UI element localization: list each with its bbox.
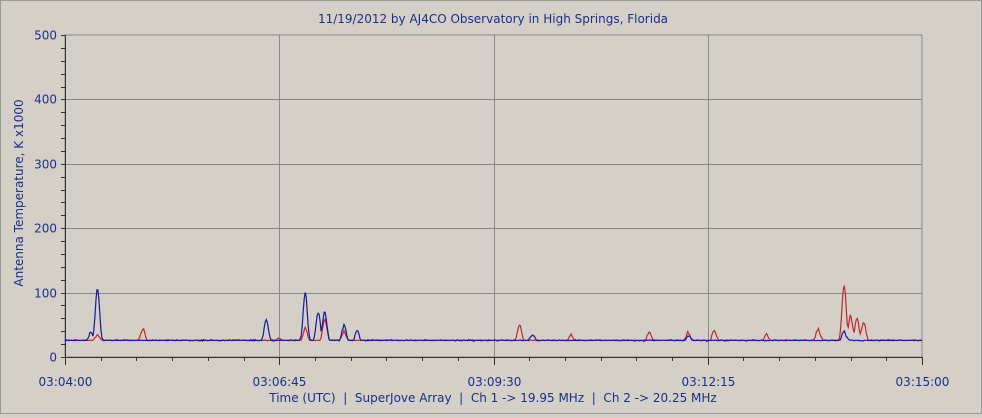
series-line-ch2	[64, 289, 923, 343]
chart-title: 11/19/2012 by AJ4CO Observatory in High …	[318, 12, 668, 26]
x-tick-label: 03:15:00	[896, 375, 950, 389]
x-tick-label: 03:04:00	[39, 375, 93, 389]
y-tick-label: 400	[34, 93, 57, 107]
x-axis-label: Time (UTC) | SuperJove Array | Ch 1 -> 1…	[268, 391, 716, 405]
plot-area	[64, 34, 923, 358]
x-tick-label: 03:06:45	[253, 375, 307, 389]
labels: 11/19/2012 by AJ4CO Observatory in High …	[12, 12, 949, 405]
axes	[65, 35, 923, 365]
y-tick-label: 100	[34, 287, 57, 301]
x-tick-label: 03:12:15	[682, 375, 736, 389]
y-axis-label: Antenna Temperature, K x1000	[12, 99, 26, 286]
y-tick-label: 0	[49, 351, 57, 365]
grid	[64, 34, 923, 358]
x-tick-label: 03:09:30	[468, 375, 522, 389]
y-tick-label: 500	[34, 29, 57, 43]
minor-ticks	[61, 35, 923, 361]
series-layer	[64, 285, 923, 343]
y-tick-label: 300	[34, 158, 57, 172]
y-tick-label: 200	[34, 222, 57, 236]
